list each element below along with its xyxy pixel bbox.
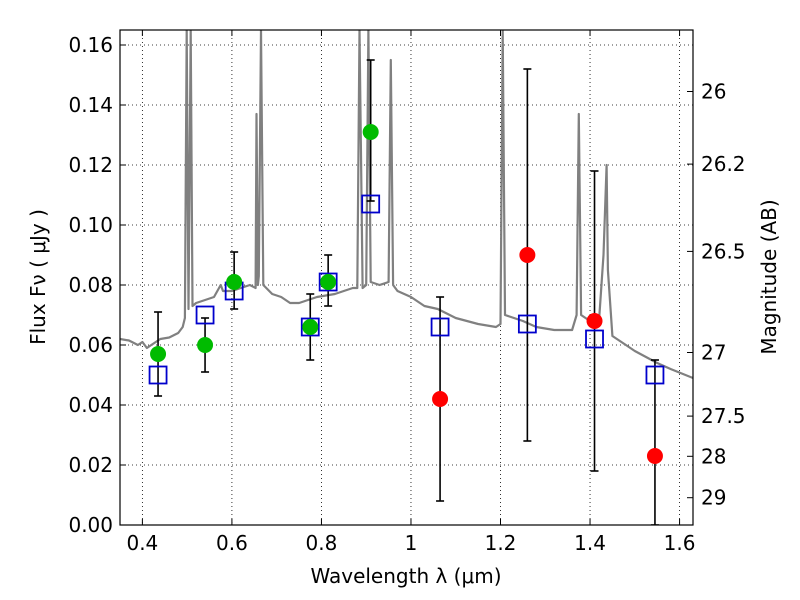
observed-optical-dot — [302, 319, 319, 335]
model-photometry-square — [148, 365, 168, 385]
x-tick-label: 1.6 — [664, 531, 696, 555]
model-photometry-square — [585, 329, 604, 349]
y2-tick-label: 28 — [701, 444, 726, 468]
y2-tick-label: 26.5 — [701, 239, 746, 263]
observed-optical-dot — [197, 337, 214, 353]
model-photometry-square — [430, 317, 450, 337]
y2-tick-label: 26.2 — [701, 152, 746, 176]
y2-tick-label: 26 — [701, 80, 726, 104]
x-tick-label: 1.4 — [574, 531, 606, 555]
y2-tick-label: 27.5 — [701, 404, 746, 428]
model-photometry-square — [195, 305, 215, 325]
y-tick-label: 0.10 — [68, 213, 113, 237]
y-tick-label: 0.12 — [68, 153, 113, 177]
model-photometry-square — [318, 272, 338, 292]
y-tick-label: 0.16 — [68, 33, 113, 57]
x-tick-label: 1.2 — [485, 531, 517, 555]
y-tick-label: 0.06 — [68, 333, 113, 357]
spectrum-line — [120, 30, 693, 380]
observed-nir-dot — [519, 247, 536, 263]
data-layer — [120, 30, 693, 525]
plot-frame — [119, 29, 694, 526]
y-tick-label: 0.02 — [68, 453, 113, 477]
y2-tick-label: 27 — [701, 341, 726, 365]
observed-nir-dot — [646, 448, 663, 464]
y2-tick-label: 29 — [701, 486, 726, 510]
x-tick-label: 1 — [405, 531, 418, 555]
y-tick-label: 0.14 — [68, 93, 113, 117]
y2-axis-label: Magnitude (AB) — [757, 199, 781, 354]
observed-optical-dot — [362, 124, 379, 140]
model-photometry-square — [517, 314, 537, 334]
observed-nir-dot — [586, 313, 603, 329]
x-tick-label: 0.6 — [216, 531, 248, 555]
x-tick-label: 0.8 — [306, 531, 338, 555]
model-photometry-square — [645, 365, 665, 385]
observed-optical-dot — [226, 274, 243, 290]
model-photometry-square — [361, 194, 381, 214]
observed-optical-dot — [150, 346, 167, 362]
y-tick-label: 0.08 — [68, 273, 113, 297]
grid — [120, 30, 693, 526]
y-tick-label: 0.04 — [68, 393, 113, 417]
observed-nir-dot — [432, 391, 449, 407]
axes: 0.4 0.6 0.8 1 1.2 1.4 1.6 0.00 0.02 0.04 0.06 0.08 0… — [68, 30, 746, 555]
model-photometry-square — [300, 317, 320, 337]
y-tick-label: 0.00 — [68, 513, 113, 537]
x-axis-label: Wavelength λ (μm) — [310, 564, 501, 588]
observed-optical-dot — [320, 274, 337, 290]
y-axis-label: Flux Fν ( μJy ) — [26, 209, 50, 345]
plot-area — [120, 30, 693, 525]
x-tick-label: 0.4 — [126, 531, 158, 555]
